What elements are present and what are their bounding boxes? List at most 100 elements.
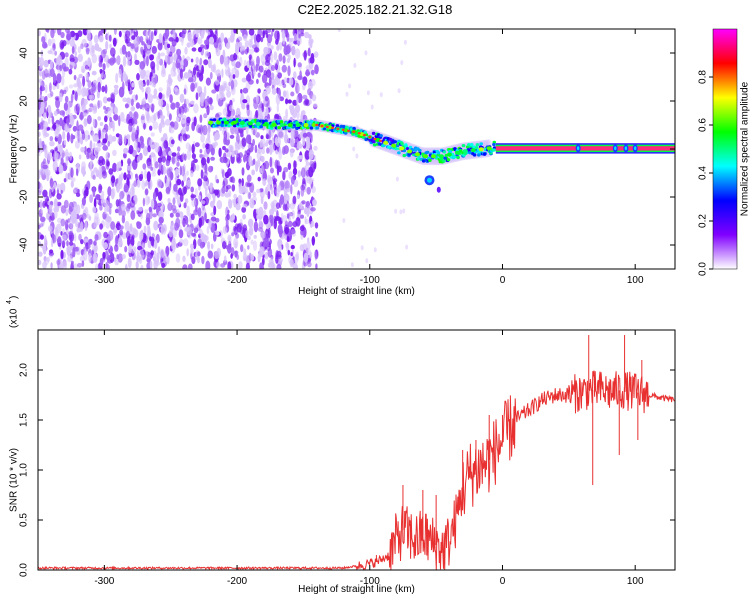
noise-speck	[262, 178, 267, 186]
noise-speck	[150, 106, 155, 112]
noise-speck	[156, 61, 160, 71]
ridge-hotspot	[399, 146, 405, 151]
noise-speck	[105, 159, 110, 170]
noise-speck	[275, 202, 281, 209]
noise-speck	[81, 197, 86, 206]
noise-speck	[81, 131, 86, 141]
noise-speck	[145, 30, 148, 40]
noise-speck	[245, 95, 250, 106]
noise-speck	[153, 220, 159, 231]
noise-speck	[274, 136, 279, 146]
noise-speck	[223, 255, 227, 262]
noise-speck	[284, 29, 288, 35]
noise-speck	[74, 140, 80, 149]
noise-speck	[143, 122, 146, 130]
noise-speck	[283, 167, 289, 173]
noise-speck	[269, 213, 274, 224]
noise-speck	[186, 170, 189, 176]
x-tick-label: -200	[227, 275, 247, 286]
noise-speck	[264, 142, 269, 147]
noise-speck	[215, 29, 218, 34]
noise-speck	[266, 174, 272, 183]
ridge-hotspot	[378, 139, 382, 142]
noise-speck	[224, 148, 229, 153]
noise-speck	[72, 56, 79, 64]
noise-speck	[221, 186, 226, 194]
noise-speck	[207, 58, 212, 69]
noise-speck	[142, 97, 146, 104]
noise-speck	[197, 194, 201, 201]
y-tick-label: 0	[19, 146, 30, 152]
noise-speck	[99, 257, 104, 267]
noise-speck	[85, 242, 91, 250]
noise-speck	[210, 216, 217, 222]
noise-speck	[88, 38, 93, 50]
noise-speck	[200, 133, 205, 143]
noise-speck	[91, 131, 95, 138]
noise-speck	[140, 264, 144, 269]
noise-speck	[261, 61, 265, 66]
noise-speck	[294, 48, 301, 60]
noise-speck	[290, 91, 295, 97]
noise-speck	[210, 147, 215, 156]
ridge-blob	[418, 148, 422, 153]
noise-speck	[364, 50, 368, 56]
noise-speck	[39, 223, 43, 228]
noise-speck	[156, 202, 162, 208]
noise-speck	[204, 235, 209, 242]
noise-speck	[202, 171, 208, 177]
noise-speck	[163, 252, 168, 263]
noise-speck	[55, 229, 59, 238]
noise-speck	[75, 204, 81, 215]
noise-speck	[258, 216, 262, 224]
noise-speck	[314, 64, 319, 75]
noise-speck	[199, 57, 203, 66]
noise-speck	[266, 184, 271, 193]
noise-speck	[308, 133, 313, 139]
noise-speck	[310, 78, 316, 87]
noise-speck	[348, 83, 352, 89]
noise-speck	[248, 155, 253, 167]
noise-speck	[225, 69, 231, 77]
ridge-hotspot	[357, 132, 361, 135]
noise-speck	[277, 72, 282, 79]
noise-speck	[224, 62, 230, 69]
noise-speck	[103, 242, 108, 250]
noise-speck	[231, 150, 235, 158]
noise-speck	[232, 32, 235, 42]
noise-speck	[82, 75, 86, 87]
noise-speck	[93, 221, 97, 228]
noise-speck	[145, 195, 150, 206]
noise-speck	[152, 94, 157, 99]
noise-speck	[68, 201, 74, 212]
noise-speck	[172, 197, 176, 206]
noise-speck	[275, 254, 279, 264]
noise-speck	[69, 57, 75, 63]
ridge-blob	[405, 147, 410, 151]
noise-speck	[360, 245, 364, 251]
noise-speck	[40, 234, 44, 240]
ridge-hotspot	[263, 122, 269, 127]
noise-speck	[122, 73, 128, 82]
noise-speck	[153, 239, 158, 249]
noise-speck	[252, 240, 258, 251]
noise-speck	[313, 145, 318, 151]
noise-speck	[221, 68, 224, 78]
noise-speck	[117, 176, 123, 185]
noise-speck	[214, 250, 220, 260]
noise-speck	[49, 141, 55, 147]
noise-speck	[246, 106, 250, 117]
noise-speck	[268, 76, 272, 86]
noise-speck	[104, 84, 108, 94]
noise-speck	[286, 213, 290, 219]
noise-speck	[84, 60, 88, 67]
noise-speck	[77, 81, 82, 89]
noise-speck	[162, 149, 166, 159]
noise-speck	[309, 56, 315, 64]
noise-speck	[162, 36, 165, 46]
ridge-hotspot	[415, 152, 420, 157]
noise-speck	[53, 198, 58, 209]
noise-speck	[229, 134, 235, 139]
noise-speck	[146, 253, 152, 261]
noise-speck	[176, 48, 182, 56]
